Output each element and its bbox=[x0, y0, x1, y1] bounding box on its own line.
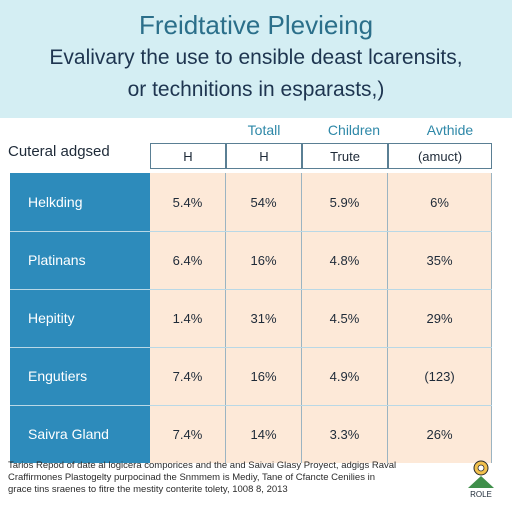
footer-note: Tarios Repod of date al logicera compori… bbox=[8, 460, 448, 496]
column-header-4: (amuct) bbox=[388, 143, 492, 169]
table-cell: 3.3% bbox=[302, 405, 388, 463]
row-label: Engutiers bbox=[10, 347, 150, 405]
table-cell: 5.9% bbox=[302, 173, 388, 231]
table-cell: 6.4% bbox=[150, 231, 226, 289]
table-cell: 29% bbox=[388, 289, 492, 347]
footer-line-1: Tarios Repod of date al logicera compori… bbox=[8, 460, 397, 471]
logo-text: ROLE bbox=[470, 490, 492, 499]
table-cell: 7.4% bbox=[150, 347, 226, 405]
row-label: Platinans bbox=[10, 231, 150, 289]
table-cell: 4.8% bbox=[302, 231, 388, 289]
column-header-2: H bbox=[226, 143, 302, 169]
table-cell: 16% bbox=[226, 347, 302, 405]
row-divider bbox=[10, 289, 492, 290]
column-header-1: H bbox=[150, 143, 226, 169]
footer-line-3: grace tins sraenes to fitre the mestity … bbox=[8, 484, 288, 495]
table-corner-label: Cuteral adgsed bbox=[8, 143, 110, 160]
table-cell: 1.4% bbox=[150, 289, 226, 347]
page-title: Freidtative Plevieing bbox=[138, 10, 374, 40]
table-cell: 4.9% bbox=[302, 347, 388, 405]
table-cell: 26% bbox=[388, 405, 492, 463]
table-cell: (123) bbox=[388, 347, 492, 405]
row-label: Hepitity bbox=[10, 289, 150, 347]
subtitle-line-1: Evalivary the use to ensible deast lcare… bbox=[49, 46, 463, 69]
table-cell: 31% bbox=[226, 289, 302, 347]
table-cell: 6% bbox=[388, 173, 492, 231]
row-divider bbox=[10, 231, 492, 232]
logo: ROLE bbox=[462, 458, 500, 502]
column-group-label-totall: Totall bbox=[247, 122, 281, 138]
row-divider bbox=[10, 405, 492, 406]
column-group-label-children: Children bbox=[327, 122, 381, 138]
header-banner: Freidtative Plevieing Evalivary the use … bbox=[0, 0, 512, 118]
row-label: Saivra Gland bbox=[10, 405, 150, 463]
subtitle-line-2: or technitions in esparasts,) bbox=[127, 78, 385, 101]
row-divider bbox=[10, 347, 492, 348]
row-label: Helkding bbox=[10, 173, 150, 231]
column-group-label-avthide: Avthide bbox=[426, 122, 474, 138]
logo-emblem-icon bbox=[468, 460, 494, 488]
table-cell: 4.5% bbox=[302, 289, 388, 347]
table-cell: 35% bbox=[388, 231, 492, 289]
table-cell: 54% bbox=[226, 173, 302, 231]
table-cell: 16% bbox=[226, 231, 302, 289]
footer-line-2: Craffirmones Plastogelty purpocinad the … bbox=[8, 472, 375, 483]
table-cell: 5.4% bbox=[150, 173, 226, 231]
table-cell: 7.4% bbox=[150, 405, 226, 463]
column-header-3: Trute bbox=[302, 143, 388, 169]
table-cell: 14% bbox=[226, 405, 302, 463]
